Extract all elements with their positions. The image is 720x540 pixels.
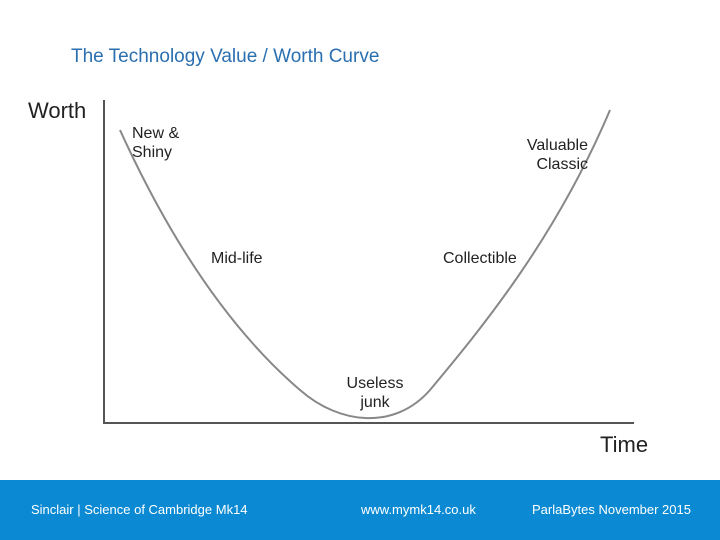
footer-bar: Sinclair | Science of Cambridge Mk14 www… — [0, 480, 720, 540]
stage-label-mid-life: Mid-life — [211, 250, 263, 267]
y-axis-label: Worth — [28, 98, 87, 123]
diagram-title: The Technology Value / Worth Curve — [71, 46, 380, 67]
value-curve — [119, 109, 611, 420]
footer-left-text: Sinclair | Science of Cambridge Mk14 — [31, 502, 248, 517]
stage-label-collectible: Collectible — [443, 250, 517, 267]
x-axis-label: Time — [600, 432, 649, 457]
stage-label-valuable-classic: Valuable Classic — [526, 137, 588, 173]
stage-label-useless-junk: Useless junk — [346, 375, 404, 411]
footer-website-link[interactable]: www.mymk14.co.uk — [361, 502, 476, 517]
stage-label-new-shiny: New & Shiny — [132, 125, 180, 161]
footer-right-text: ParlaBytes November 2015 — [532, 502, 691, 517]
worth-curve-diagram — [103, 100, 634, 424]
